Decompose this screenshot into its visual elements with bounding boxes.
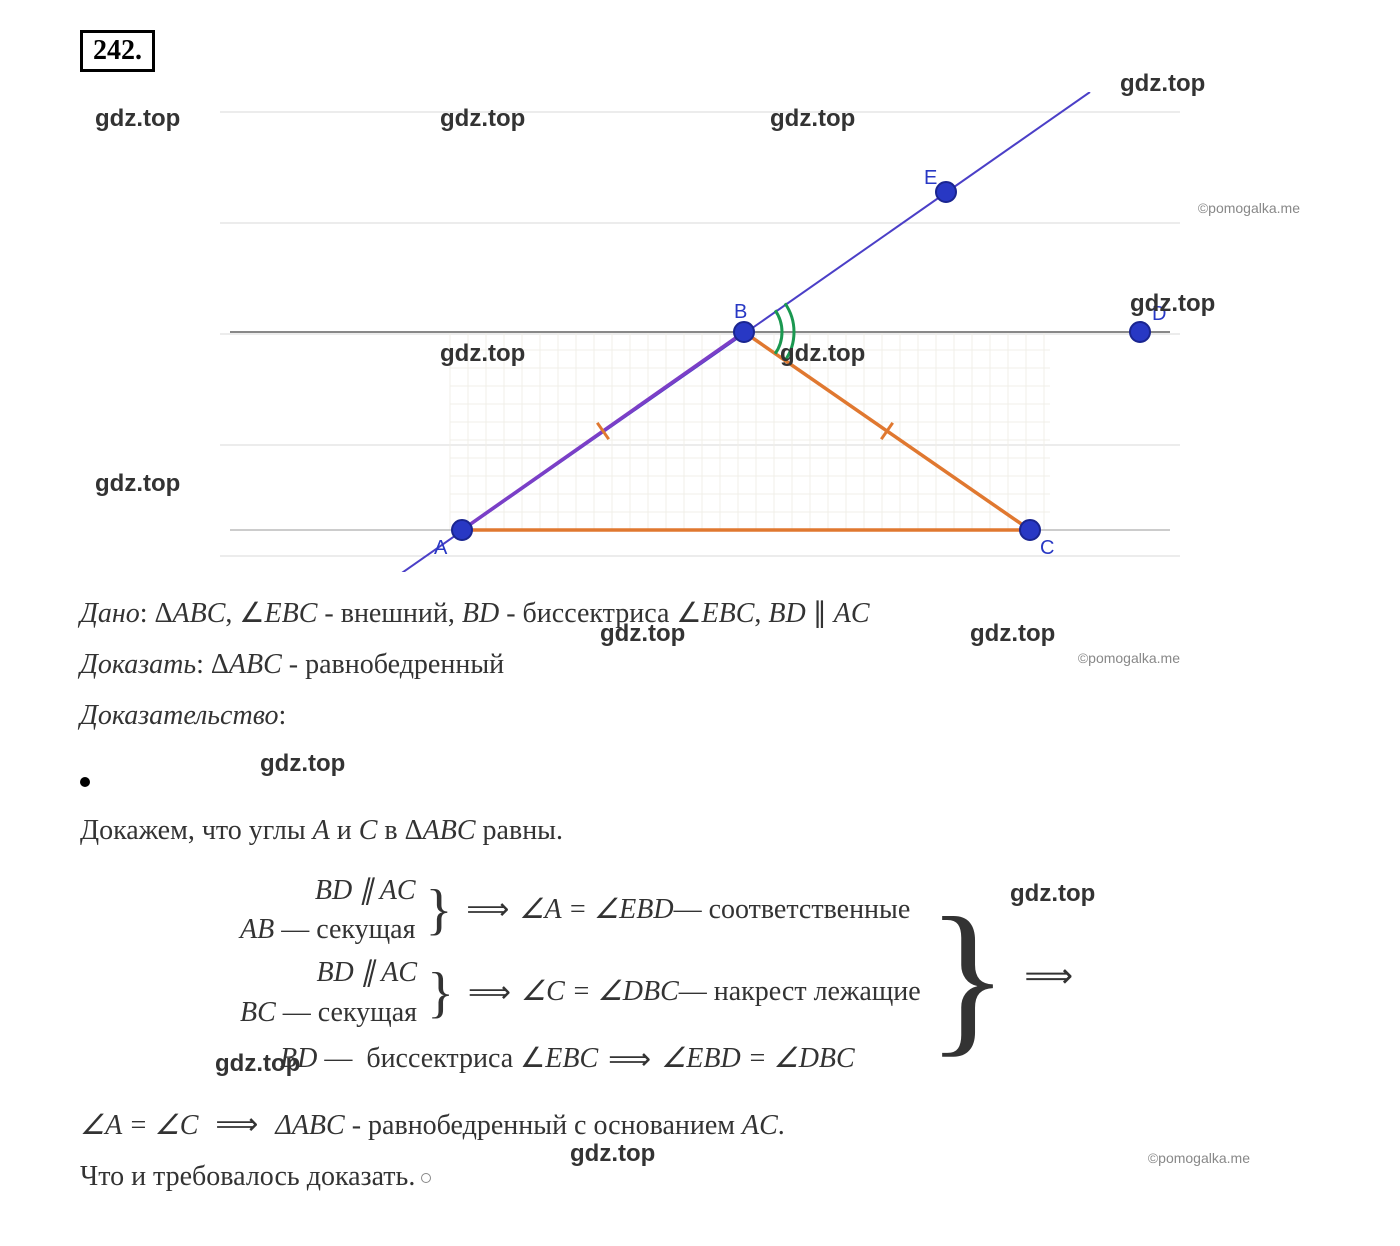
proof-intro: Докажем, что углы A и C в ΔABC равны. <box>80 809 1320 854</box>
diagram-svg: A B C D E <box>200 92 1200 572</box>
derivation-row-2: BD ∥ AC BC — секущая } ⟹ ∠C = ∠DBC — нак… <box>240 953 921 1031</box>
implies-icon: ⟹ <box>1014 950 1083 1004</box>
svg-text:A: A <box>434 537 448 559</box>
brace-icon: } <box>422 896 457 924</box>
brace-icon: } <box>423 979 458 1007</box>
derivation-block: BD ∥ AC AB — секущая } ⟹ ∠A = ∠EBD — соо… <box>240 869 1320 1086</box>
bullet-icon <box>80 777 90 787</box>
svg-text:E: E <box>924 167 937 189</box>
circle-icon <box>421 1173 431 1183</box>
watermark: gdz.top <box>95 105 180 133</box>
problem-number: 242. <box>80 30 155 72</box>
copyright: ©pomogalka.me <box>1198 200 1300 216</box>
prove-label: Доказать <box>80 649 196 680</box>
bullet-line <box>80 758 1320 803</box>
derivation-row-3: BD — биссектриса ∠EBC⟹∠EBD = ∠DBC <box>240 1036 921 1084</box>
derivation-row-1: BD ∥ AC AB — секущая } ⟹ ∠A = ∠EBD — соо… <box>240 871 921 949</box>
copyright: ©pomogalka.me <box>1078 650 1180 666</box>
proof-body: Дано: ΔABC, ∠EBC - внешний, BD - биссект… <box>80 592 1320 1200</box>
big-brace-icon: } <box>921 943 1015 1011</box>
qed-line: Что и требовалось доказать. <box>80 1155 1320 1200</box>
svg-text:C: C <box>1040 537 1054 559</box>
implies-icon: ⟹ <box>456 886 519 934</box>
conclusion-line: ∠A = ∠C ⟹ ΔABC - равнобедренный с основа… <box>80 1101 1320 1149</box>
page-root: 242. ABCDE gdz.top gdz.top gdz.top gdz.t… <box>0 0 1400 1246</box>
given-label: Дано <box>80 598 140 629</box>
implies-icon: ⟹ <box>458 969 521 1017</box>
watermark: gdz.top <box>95 470 180 498</box>
copyright: ©pomogalka.me <box>1148 1150 1250 1166</box>
svg-text:D: D <box>1152 303 1166 325</box>
implies-icon: ⟹ <box>205 1108 268 1141</box>
given-line: Дано: ΔABC, ∠EBC - внешний, BD - биссект… <box>80 592 1320 637</box>
geometry-diagram: A B C D E <box>200 92 1200 572</box>
implies-icon: ⟹ <box>598 1036 661 1084</box>
proof-heading: Доказательство: <box>80 694 1320 739</box>
svg-text:B: B <box>734 301 747 323</box>
